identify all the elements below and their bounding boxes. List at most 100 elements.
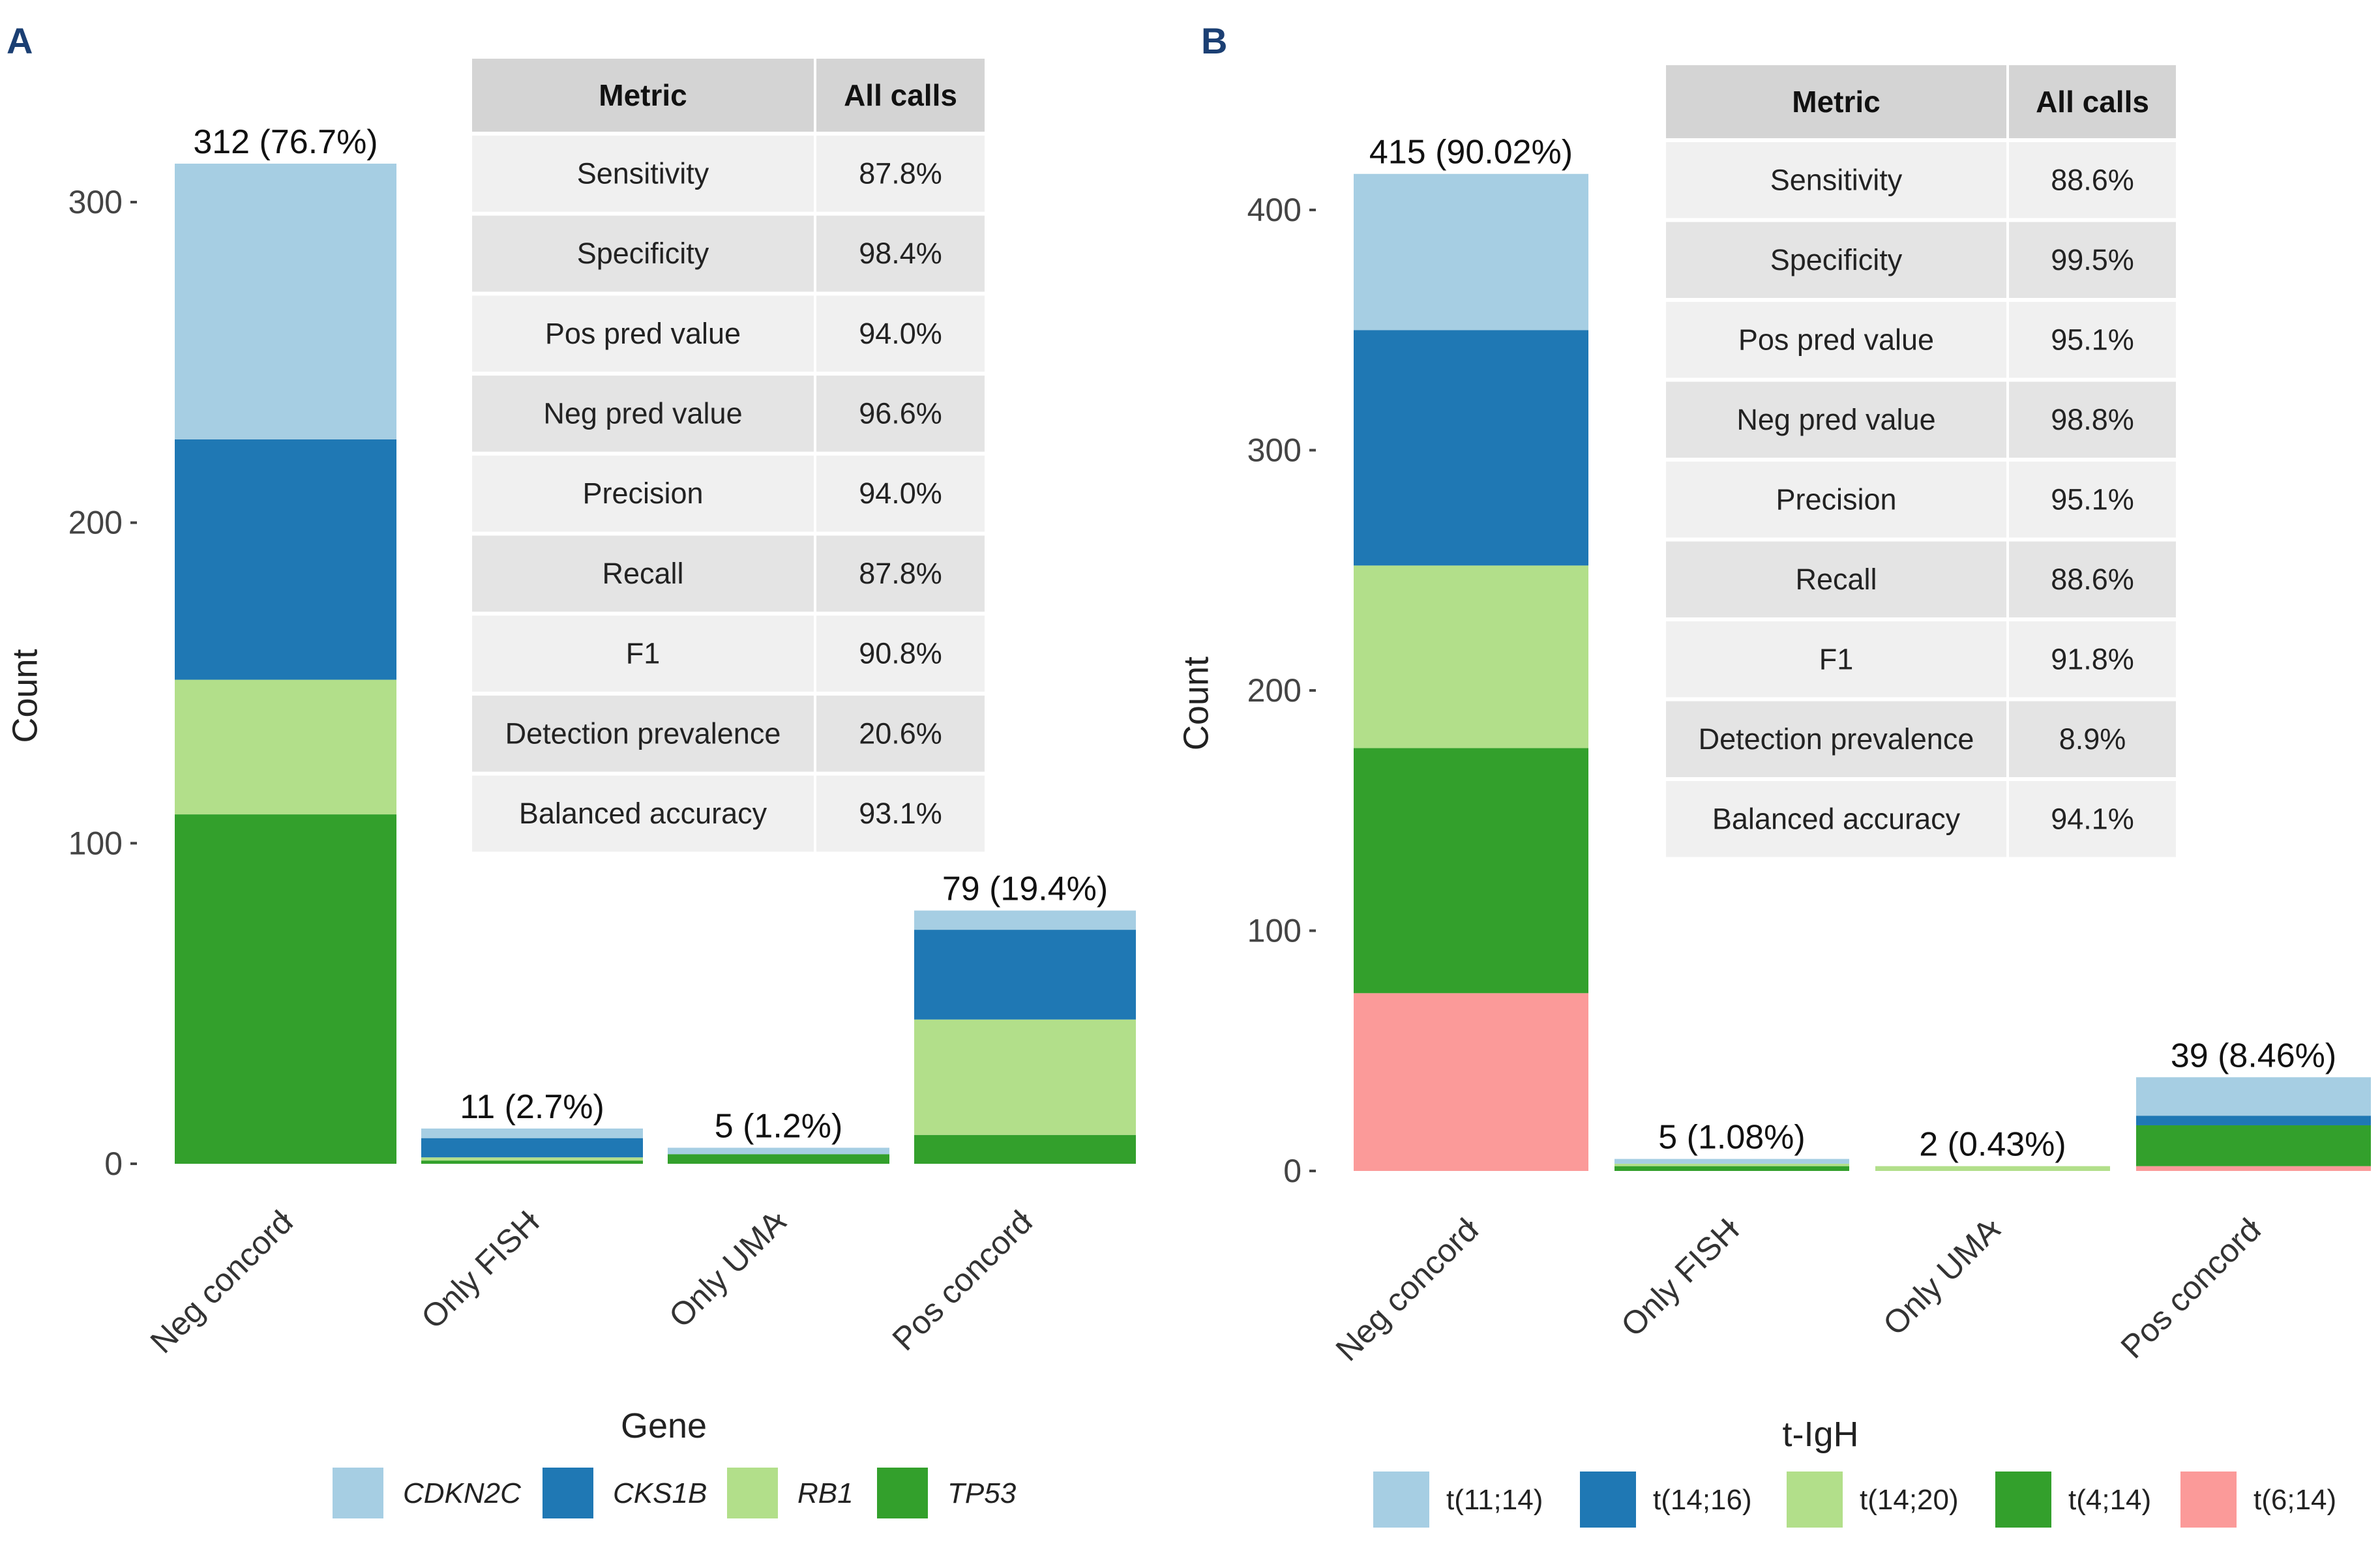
- table-cell-b-0-0: Sensitivity: [1770, 163, 1903, 196]
- x-tick-label-b-3: Pos concord: [2114, 1211, 2268, 1365]
- table-cell-b-7-0: Detection prevalence: [1699, 722, 1974, 756]
- bar-label-b-0: 415 (90.02%): [1369, 134, 1573, 171]
- table-cell-b-1-1: 99.5%: [2051, 243, 2134, 276]
- table-cell-bg-a-0-0: [472, 136, 814, 212]
- y-tick-label-b-0: 0: [1283, 1153, 1302, 1189]
- x-axis-title-a: Gene: [621, 1406, 707, 1445]
- bar-a-neg-concord-rb1: [175, 679, 396, 815]
- bar-a-pos-concord-cks1b: [914, 930, 1136, 1020]
- table-cell-b-3-0: Neg pred value: [1736, 403, 1935, 436]
- legend-label-b-0: t(11;14): [1446, 1484, 1543, 1516]
- table-cell-bg-b-3-1: [2009, 381, 2176, 458]
- table-cell-b-2-1: 95.1%: [2051, 323, 2134, 356]
- y-tick-label-b-4: 400: [1247, 192, 1302, 228]
- legend-label-a-0: CDKN2C: [403, 1477, 522, 1509]
- table-cell-bg-b-8-1: [2009, 781, 2176, 857]
- table-cell-bg-a-8-1: [816, 775, 985, 852]
- table-cell-bg-b-2-1: [2009, 302, 2176, 378]
- table-cell-b-8-0: Balanced accuracy: [1712, 802, 1961, 835]
- table-cell-bg-a-1-1: [816, 215, 985, 292]
- table-header-b-1: All calls: [2036, 85, 2149, 119]
- bar-label-a-1: 11 (2.7%): [460, 1088, 604, 1126]
- table-header-cell-a-1: [816, 59, 985, 132]
- bar-b-neg-concord-t1420: [1354, 565, 1588, 748]
- table-cell-a-4-0: Precision: [582, 477, 703, 510]
- table-cell-b-6-0: F1: [1819, 642, 1854, 675]
- bar-a-neg-concord-cks1b: [175, 439, 396, 680]
- table-cell-bg-b-8-0: [1666, 781, 2006, 857]
- panel-letter-a: A: [7, 20, 33, 61]
- bar-a-neg-concord-tp53: [175, 814, 396, 1164]
- y-tick-label-b-1: 100: [1247, 913, 1302, 949]
- table-cell-bg-a-3-0: [472, 376, 814, 452]
- legend-swatch-a-1: [543, 1468, 593, 1518]
- table-cell-bg-b-2-0: [1666, 302, 2006, 378]
- table-cell-a-5-0: Recall: [602, 557, 683, 590]
- table-cell-b-4-0: Precision: [1776, 482, 1896, 516]
- x-tick-label-a-2: Only UMA: [662, 1204, 793, 1335]
- table-cell-bg-a-2-0: [472, 295, 814, 372]
- table-cell-b-1-0: Specificity: [1770, 243, 1903, 276]
- y-axis-title-a: Count: [5, 649, 44, 743]
- table-cell-a-2-0: Pos pred value: [545, 317, 741, 350]
- table-cell-b-8-1: 94.1%: [2051, 802, 2134, 835]
- table-header-cell-b-1: [2009, 65, 2176, 138]
- bar-label-b-1: 5 (1.08%): [1658, 1119, 1805, 1157]
- table-cell-bg-b-3-0: [1666, 381, 2006, 458]
- table-cell-bg-b-6-0: [1666, 621, 2006, 698]
- y-tick-label-b-3: 300: [1247, 432, 1302, 469]
- bar-b-neg-concord-t1416: [1354, 330, 1588, 566]
- y-tick-label-a-3: 300: [68, 184, 123, 220]
- bar-label-b-2: 2 (0.43%): [1919, 1126, 2066, 1164]
- table-cell-bg-a-5-1: [816, 535, 985, 612]
- bar-a-pos-concord-rb1: [914, 1019, 1136, 1135]
- legend-label-b-4: t(6;14): [2254, 1484, 2336, 1516]
- table-cell-a-3-0: Neg pred value: [543, 396, 742, 430]
- bar-b-neg-concord-t1114: [1354, 173, 1588, 331]
- y-tick-label-b-2: 200: [1247, 672, 1302, 709]
- bar-b-neg-concord-t614: [1354, 993, 1588, 1171]
- bar-a-only-fish-cks1b: [421, 1138, 643, 1158]
- y-axis-title-b: Count: [1176, 657, 1215, 750]
- table-header-cell-b-0: [1666, 65, 2006, 138]
- table-header-a-1: All calls: [844, 78, 957, 112]
- bar-b-only-fish-t414: [1614, 1166, 1849, 1171]
- table-cell-a-6-0: F1: [626, 637, 661, 670]
- table-cell-a-2-1: 94.0%: [859, 317, 942, 350]
- table-cell-a-0-0: Sensitivity: [577, 156, 709, 190]
- y-tick-label-a-2: 200: [68, 505, 123, 541]
- legend-label-a-2: RB1: [797, 1477, 854, 1509]
- metrics-table-a: Metric All calls Sensitivity 87.8% Specifici…: [472, 59, 985, 852]
- table-cell-bg-a-7-0: [472, 695, 814, 772]
- table-cell-a-4-1: 94.0%: [859, 477, 942, 510]
- bar-label-a-2: 5 (1.2%): [715, 1107, 843, 1145]
- table-cell-bg-b-1-1: [2009, 222, 2176, 298]
- table-cell-a-8-0: Balanced accuracy: [519, 797, 767, 830]
- table-cell-b-6-1: 91.8%: [2051, 642, 2134, 675]
- legend-label-b-3: t(4;14): [2068, 1484, 2151, 1516]
- table-cell-bg-a-4-0: [472, 455, 814, 532]
- table-cell-bg-a-0-1: [816, 136, 985, 212]
- table-cell-bg-b-4-0: [1666, 462, 2006, 538]
- bar-a-neg-concord-cdkn2c: [175, 164, 396, 439]
- bar-b-only-uma-t1420: [1875, 1166, 2110, 1171]
- legend-swatch-a-0: [333, 1468, 383, 1518]
- table-cell-bg-a-5-0: [472, 535, 814, 612]
- table-cell-bg-a-6-0: [472, 615, 814, 692]
- table-cell-bg-a-6-1: [816, 615, 985, 692]
- table-cell-a-7-1: 20.6%: [859, 717, 942, 750]
- table-cell-a-3-1: 96.6%: [859, 396, 942, 430]
- bar-label-b-3: 39 (8.46%): [2171, 1037, 2336, 1074]
- bar-b-pos-concord-t1416: [2136, 1116, 2371, 1125]
- bar-a-only-fish-cdkn2c: [421, 1128, 643, 1138]
- table-cell-a-7-0: Detection prevalence: [505, 717, 781, 750]
- table-cell-a-5-1: 87.8%: [859, 557, 942, 590]
- table-cell-bg-b-4-1: [2009, 462, 2176, 538]
- table-cell-bg-b-5-0: [1666, 541, 2006, 617]
- bar-label-a-3: 79 (19.4%): [942, 870, 1108, 908]
- bar-label-a-0: 312 (76.7%): [193, 123, 378, 161]
- legend-swatch-b-3: [1995, 1472, 2051, 1528]
- legend-label-a-1: CKS1B: [613, 1477, 707, 1509]
- bar-a-only-fish-rb1: [421, 1157, 643, 1161]
